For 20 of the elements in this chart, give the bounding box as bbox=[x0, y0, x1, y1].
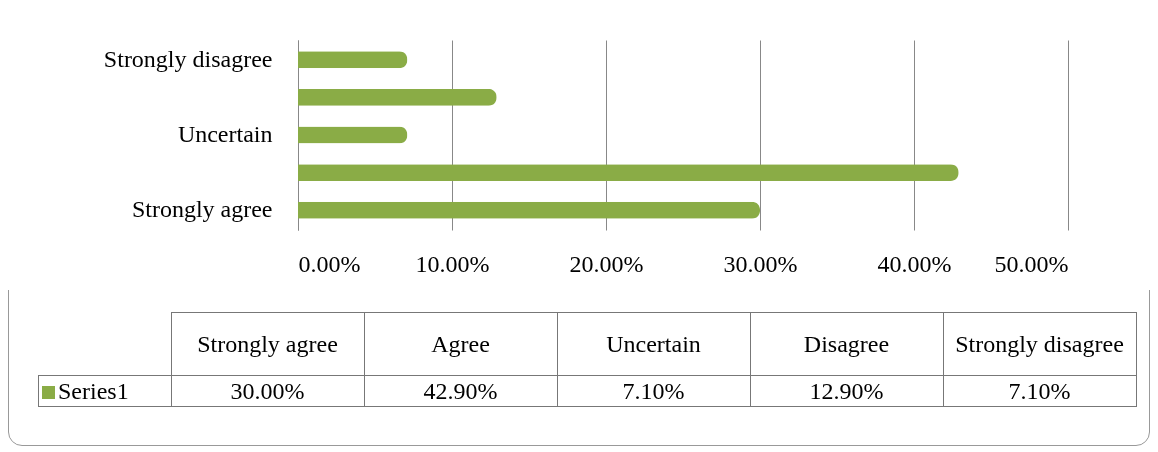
text: Strongly disagree bbox=[943, 312, 1136, 376]
text: Agree bbox=[364, 312, 557, 376]
text: 12.90% bbox=[809, 378, 884, 404]
y-tick-label: Uncertain bbox=[177, 121, 273, 147]
text: Strongly agree bbox=[171, 312, 364, 376]
y-tick-label: Strongly disagree bbox=[103, 45, 273, 72]
text: 30.00% bbox=[230, 378, 305, 404]
x-tick-label: 40.00% bbox=[877, 250, 952, 277]
legend-label: Series1 bbox=[38, 375, 171, 407]
x-tick-label: 20.00% bbox=[569, 250, 644, 277]
x-tick-label: 50.00% bbox=[994, 250, 1069, 277]
text: Uncertain bbox=[557, 312, 750, 376]
x-tick-label: 10.00% bbox=[415, 250, 490, 277]
y-tick-label: Strongly agree bbox=[131, 196, 273, 223]
x-tick-label: 0.00% bbox=[298, 250, 361, 277]
text: 7.10% bbox=[1008, 378, 1071, 404]
text: 42.90% bbox=[423, 378, 498, 404]
text: Disagree bbox=[750, 312, 943, 376]
text: 7.10% bbox=[622, 378, 685, 404]
x-tick-label: 30.00% bbox=[723, 250, 798, 277]
